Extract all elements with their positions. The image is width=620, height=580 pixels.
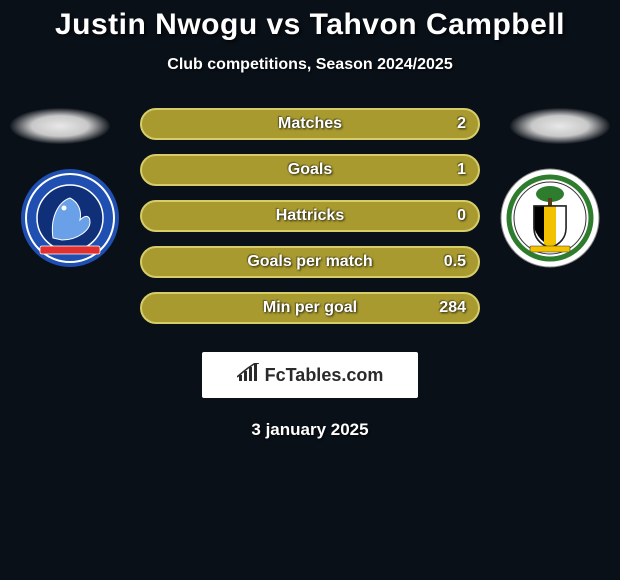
stat-value: 0 — [457, 207, 466, 225]
page-title: Justin Nwogu vs Tahvon Campbell — [0, 0, 620, 42]
spotlight-right — [510, 108, 610, 144]
stat-bar: Hattricks 0 — [140, 200, 480, 232]
crest-right — [500, 168, 600, 268]
stat-value: 2 — [457, 115, 466, 133]
stat-label: Min per goal — [263, 299, 357, 317]
comparison-panel: Matches 2 Goals 1 Hattricks 0 Goals per … — [0, 108, 620, 440]
branding-text: FcTables.com — [265, 365, 384, 386]
stat-bar: Min per goal 284 — [140, 292, 480, 324]
stat-bars: Matches 2 Goals 1 Hattricks 0 Goals per … — [140, 108, 480, 324]
dateline: 3 january 2025 — [0, 420, 620, 440]
stat-label: Goals — [288, 161, 332, 179]
stat-label: Matches — [278, 115, 342, 133]
crest-left — [20, 168, 120, 268]
spotlight-left — [10, 108, 110, 144]
stat-bar: Matches 2 — [140, 108, 480, 140]
bar-chart-icon — [237, 363, 261, 388]
stat-value: 284 — [439, 299, 466, 317]
stat-value: 1 — [457, 161, 466, 179]
branding-badge: FcTables.com — [202, 352, 418, 398]
subtitle: Club competitions, Season 2024/2025 — [0, 56, 620, 74]
stat-label: Hattricks — [276, 207, 344, 225]
stat-bar: Goals 1 — [140, 154, 480, 186]
stat-label: Goals per match — [247, 253, 372, 271]
stat-bar: Goals per match 0.5 — [140, 246, 480, 278]
stat-value: 0.5 — [444, 253, 466, 271]
